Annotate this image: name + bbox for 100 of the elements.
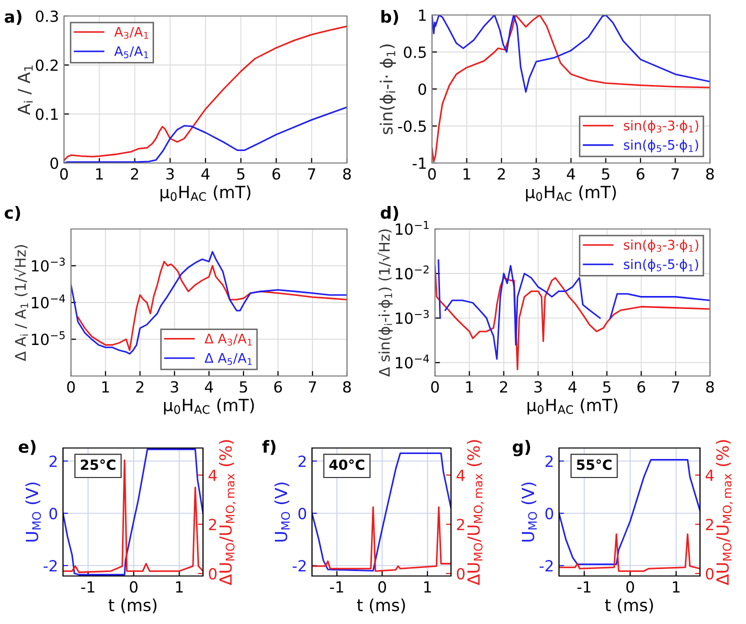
- y-tick-label: 0.3: [36, 10, 58, 22]
- y-tick-label: -2: [292, 560, 306, 572]
- y-axis-title: Δ A$_{i}$ / A$_{1}$ (1/√Hz): [14, 245, 28, 362]
- chart-title: a): [4, 10, 22, 25]
- x-axis-title: μ$_{0}$H$_{AC}$ (mT): [526, 185, 616, 202]
- y-tick-label: 2: [298, 456, 306, 467]
- annotation: 55°C: [576, 459, 612, 470]
- y-tick-label: 0: [298, 508, 306, 520]
- x-tick-label: 8: [343, 381, 351, 393]
- y-tick-label: 1: [419, 10, 426, 21]
- y-axis-title: Δ sin(ϕ$_{i}$-i·ϕ$_{1}$) (1/√Hz): [378, 229, 393, 377]
- y-tick-label: 10$^{−3}$: [396, 310, 429, 324]
- annotation: 40°C: [329, 459, 364, 470]
- chart-title: g): [512, 440, 530, 456]
- legend-label: A$_{3}$/A$_{1}$: [114, 26, 148, 39]
- y-tick-label: 0: [418, 83, 426, 96]
- y2-tick-label: 4: [208, 470, 217, 481]
- y-tick-label: -0.5: [398, 120, 426, 132]
- x-tick-label: 8: [706, 168, 714, 180]
- y-tick-label: 10$^{−4}$: [396, 354, 429, 369]
- y-tick-label: 0.2: [36, 59, 58, 72]
- x-tick-label: 2: [131, 168, 138, 180]
- text: sin(ϕ$_{3}$-3·ϕ$_{1}$): [624, 240, 698, 252]
- y-tick-label: 10$^{−2}$: [396, 265, 429, 280]
- y-axis-title: sin(ϕ$_{i}$-i· ϕ$_{1}$): [380, 44, 396, 134]
- y2-tick-label: 4: [706, 470, 714, 481]
- line-series: [312, 506, 451, 572]
- x-tick-label: 3: [532, 168, 540, 180]
- line-series: [559, 533, 700, 572]
- x-tick-label: 6: [274, 381, 282, 393]
- x-tick-label: 5: [602, 168, 610, 180]
- x-tick-label: 6: [637, 381, 646, 393]
- x-tick-label: 7: [308, 168, 316, 180]
- y-axis-title: U$_{MO}$ (V): [25, 482, 41, 542]
- y-tick-label: -1: [412, 158, 426, 169]
- y-axis-title: U$_{MO}$ (V): [521, 482, 537, 542]
- y-tick-label: 10$^{−5}$: [32, 331, 65, 346]
- x-tick-label: 7: [308, 381, 316, 392]
- y2-tick-label: 0: [456, 568, 465, 580]
- line-series: [432, 15, 710, 162]
- x-tick-label: 4: [204, 381, 214, 392]
- x-tick-label: 2: [136, 381, 144, 392]
- legend-label: Δ A$_{5}$/A$_{1}$: [204, 353, 252, 365]
- y2-tick-label: 0: [706, 568, 714, 580]
- x-tick-label: 5: [240, 381, 248, 393]
- y2-tick-label: 2: [456, 518, 464, 530]
- x-tick-label: -1: [81, 581, 94, 592]
- x-tick-label: 1: [466, 381, 473, 392]
- y-tick-label: 10$^{−4}$: [32, 294, 65, 308]
- x-tick-label: 3: [170, 381, 178, 393]
- x-tick-label: -1: [330, 581, 344, 592]
- chart-title: e): [18, 440, 36, 455]
- x-tick-label: 5: [237, 168, 244, 180]
- x-tick-label: 0: [378, 581, 386, 593]
- x-tick-label: 4: [201, 168, 210, 180]
- legend-label: Δ A$_{3}$/A$_{1}$: [204, 334, 252, 346]
- x-axis-title: t (ms): [108, 598, 156, 614]
- y2-tick-label: 4: [456, 470, 465, 481]
- legend-label: sin(ϕ$_{5}$-5·ϕ$_{1}$): [624, 140, 698, 152]
- legend-label: sin(ϕ$_{5}$-5·ϕ$_{1}$): [624, 258, 698, 272]
- x-tick-label: 1: [102, 381, 109, 392]
- y2-axis-title: ΔU$_{MO}$/U$_{MO,max}$ (%): [466, 440, 484, 586]
- x-tick-label: 1: [176, 581, 183, 592]
- y-axis-title: A$_{i}$ / A$_{1}$: [18, 66, 33, 115]
- y2-axis-title: ΔU$_{MO}$/U$_{MO,max}$ (%): [716, 440, 733, 586]
- y-tick-label: -2: [540, 560, 553, 572]
- annotation: 25°C: [80, 459, 116, 470]
- chart-title: c): [4, 206, 20, 221]
- legend-label: A$_{5}$/A$_{1}$: [114, 46, 148, 58]
- x-tick-label: 0: [67, 381, 75, 393]
- y2-tick-label: 2: [208, 518, 216, 530]
- y-tick-label: 0: [49, 508, 58, 520]
- y-tick-label: 2: [50, 456, 57, 467]
- x-tick-label: 5: [603, 381, 610, 393]
- x-axis-title: μ$_{0}$H$_{AC}$ (mT): [164, 398, 254, 415]
- x-tick-label: 1: [672, 581, 680, 592]
- y-tick-label: 0: [545, 508, 554, 520]
- x-tick-label: -1: [577, 581, 590, 592]
- x-axis-title: t (ms): [357, 598, 405, 614]
- x-tick-label: 0: [431, 381, 439, 393]
- x-tick-label: 7: [672, 168, 679, 180]
- chart-title: d): [380, 206, 398, 221]
- x-tick-label: 0: [130, 581, 138, 593]
- x-tick-label: 3: [166, 168, 174, 180]
- x-tick-label: 2: [498, 168, 505, 180]
- chart-title: f): [262, 440, 276, 455]
- y2-tick-label: 0: [208, 568, 217, 580]
- x-tick-label: 6: [636, 168, 644, 180]
- y-tick-label: 0: [50, 157, 58, 170]
- x-tick-label: 0: [626, 581, 634, 593]
- y2-tick-label: 2: [706, 518, 714, 530]
- y-tick-label: 2: [546, 456, 553, 467]
- y2-axis-title: ΔU$_{MO}$/U$_{MO,max}$ (%): [218, 440, 236, 586]
- x-tick-label: 4: [568, 381, 577, 392]
- x-tick-label: 6: [272, 168, 280, 180]
- y-tick-label: 0.5: [404, 46, 426, 58]
- y-tick-label: -2: [44, 560, 57, 572]
- line-series: [64, 26, 347, 162]
- x-tick-label: 4: [566, 168, 576, 180]
- x-tick-label: 8: [343, 168, 351, 180]
